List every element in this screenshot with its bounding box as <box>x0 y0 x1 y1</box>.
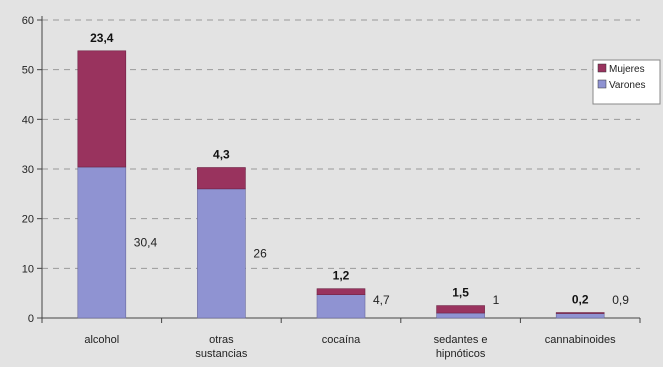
bar-varones <box>555 313 605 319</box>
bar-mujeres <box>77 50 127 168</box>
data-label-mujeres: 23,4 <box>90 31 114 45</box>
data-label-mujeres: 1,5 <box>452 286 469 300</box>
bar-varones <box>197 188 246 319</box>
x-tick-label: sedantes e <box>434 334 488 346</box>
bar-varones <box>316 294 366 319</box>
y-tick-label: 50 <box>22 65 34 77</box>
legend-label: Mujeres <box>609 64 645 75</box>
bar-varones <box>77 166 127 319</box>
data-label-mujeres: 1,2 <box>333 269 350 283</box>
data-label-mujeres: 0,2 <box>572 293 589 307</box>
bar-mujeres <box>197 167 246 190</box>
x-tick-label: otras <box>209 334 234 346</box>
bar-mujeres <box>555 312 605 314</box>
x-tick-label: alcohol <box>84 334 119 346</box>
y-tick-label: 30 <box>22 164 34 176</box>
y-tick-label: 10 <box>22 263 34 275</box>
bar-mujeres <box>316 288 366 295</box>
bar-mujeres <box>436 305 485 314</box>
data-label-mujeres: 4,3 <box>213 148 230 162</box>
y-tick-label: 60 <box>22 15 34 27</box>
data-label-varones: 0,9 <box>612 293 629 307</box>
data-label-varones: 26 <box>253 246 267 260</box>
y-tick-label: 20 <box>22 214 34 226</box>
y-tick-label: 40 <box>22 114 34 126</box>
x-tick-label: hipnóticos <box>436 348 486 360</box>
legend-swatch <box>597 79 607 89</box>
x-tick-label: sustancias <box>195 348 247 360</box>
data-label-varones: 1 <box>493 293 500 307</box>
x-tick-label: cannabinoides <box>545 334 616 346</box>
legend-swatch <box>597 63 607 73</box>
data-label-varones: 30,4 <box>134 236 158 250</box>
y-tick-label: 0 <box>28 313 34 325</box>
legend-label: Varones <box>609 80 646 91</box>
data-label-varones: 4,7 <box>373 293 390 307</box>
bar-varones <box>436 312 485 319</box>
x-tick-label: cocaína <box>322 334 361 346</box>
